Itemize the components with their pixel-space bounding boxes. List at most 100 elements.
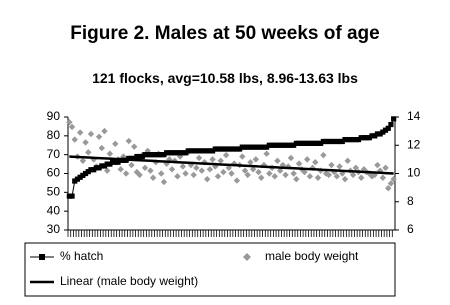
data-point [318, 140, 324, 146]
data-point [139, 153, 145, 160]
data-point [341, 175, 349, 183]
data-point [144, 147, 151, 155]
data-point [307, 140, 313, 146]
data-point [106, 150, 114, 157]
data-point [220, 168, 227, 176]
data-point [274, 142, 281, 148]
data-point [320, 151, 327, 159]
data-point [282, 142, 289, 148]
data-point [353, 137, 359, 143]
data-point [304, 140, 310, 146]
y-tick-label: 90 [47, 109, 61, 123]
data-point [131, 155, 137, 162]
data-point [134, 153, 140, 160]
data-point [269, 142, 275, 148]
data-point [385, 125, 391, 131]
data-point [282, 171, 289, 179]
data-point [261, 144, 267, 150]
data-point [299, 140, 305, 146]
data-point [182, 170, 189, 177]
data-point [115, 159, 121, 165]
y-tick-label: 50 [47, 185, 61, 199]
data-point [285, 142, 291, 148]
data-point [212, 163, 219, 170]
data-point [364, 135, 370, 141]
data-point [250, 144, 256, 150]
data-point [182, 150, 189, 156]
data-point [168, 166, 176, 173]
data-point [193, 164, 200, 172]
legend-box [24, 242, 396, 297]
data-point [103, 167, 111, 174]
y-tick-label: 60 [47, 166, 61, 180]
data-point [112, 140, 119, 148]
data-point [82, 139, 89, 146]
y-tick-label: 30 [47, 222, 61, 236]
data-point [147, 152, 154, 158]
data-point [191, 148, 197, 154]
data-point [147, 167, 154, 174]
y2-tick-label: 12 [407, 137, 421, 151]
data-point [361, 135, 367, 141]
data-point [125, 137, 133, 145]
data-point [374, 161, 381, 169]
y-tick-label: 80 [47, 128, 61, 142]
data-point [255, 168, 262, 176]
data-point [161, 152, 167, 158]
data-point [214, 173, 222, 180]
data-point [301, 168, 308, 176]
data-point [79, 157, 87, 164]
legend-label: male body weight [265, 249, 359, 263]
data-point [314, 174, 322, 181]
data-point [99, 163, 105, 169]
data-point [101, 127, 108, 135]
data-point [244, 171, 251, 179]
data-point [158, 152, 164, 158]
data-point [195, 154, 203, 162]
data-point [366, 170, 373, 177]
data-point [312, 140, 318, 146]
data-point [177, 150, 183, 156]
data-point [274, 157, 281, 164]
data-point [295, 160, 303, 167]
y-tick-label: 40 [47, 203, 61, 217]
data-point [72, 178, 78, 184]
data-point [242, 144, 248, 150]
data-point [382, 127, 389, 133]
legend-label: % hatch [60, 249, 103, 263]
data-point [266, 170, 273, 177]
data-point [234, 146, 240, 152]
data-point [258, 174, 265, 181]
data-point [122, 170, 130, 177]
data-point [231, 146, 237, 152]
data-point [145, 152, 151, 158]
data-point [142, 152, 148, 158]
data-point [247, 144, 254, 150]
chart-title: Figure 2. Males at 50 weeks of age [70, 23, 380, 44]
data-point [293, 175, 300, 183]
data-point [315, 140, 321, 146]
data-point [387, 180, 395, 187]
data-point [352, 164, 360, 172]
data-point [85, 169, 91, 175]
data-point [347, 137, 354, 143]
data-point [155, 152, 162, 158]
data-point [117, 166, 124, 173]
data-point [93, 165, 99, 171]
data-point [385, 184, 392, 192]
data-point [263, 150, 270, 157]
data-point [306, 173, 314, 180]
data-point [390, 175, 397, 183]
data-point [174, 150, 181, 156]
data-point [358, 174, 365, 181]
legend-marker [243, 253, 251, 261]
data-point [128, 155, 135, 162]
data-point [277, 142, 283, 148]
data-point [172, 150, 178, 156]
y-tick-label: 70 [47, 147, 61, 161]
data-point [196, 148, 202, 154]
data-point [77, 174, 83, 180]
data-point [87, 130, 95, 138]
data-point [266, 142, 272, 148]
